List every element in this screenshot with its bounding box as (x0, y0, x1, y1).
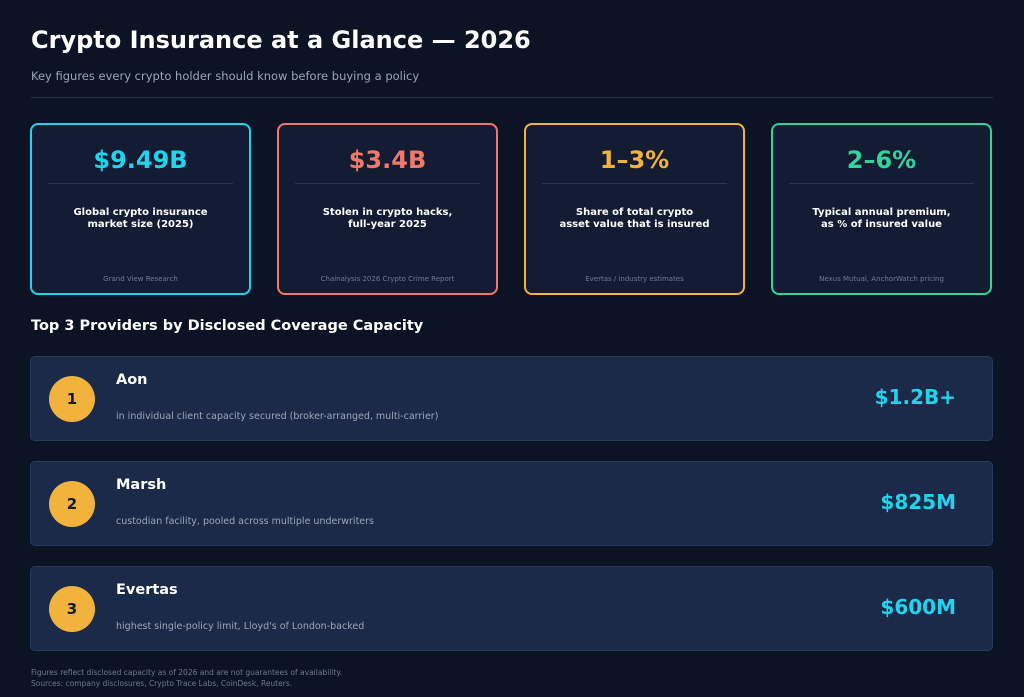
stat-value: 1–3% (599, 146, 670, 174)
provider-description: in individual client capacity secured (b… (116, 411, 439, 422)
provider-name: Evertas (116, 582, 178, 598)
stat-divider (48, 183, 233, 184)
stat-label: Share of total crypto asset value that i… (559, 207, 710, 230)
footnote-disclaimer: Figures reflect disclosed capacity as of… (31, 668, 343, 677)
stat-value: $3.4B (348, 146, 427, 174)
provider-amount: $1.2B+ (874, 385, 956, 409)
provider-description: custodian facility, pooled across multip… (116, 516, 374, 527)
stat-card-insured-share: 1–3% Share of total crypto asset value t… (524, 123, 745, 295)
footnote: Figures reflect disclosed capacity as of… (31, 667, 342, 689)
providers-heading: Top 3 Providers by Disclosed Coverage Ca… (31, 318, 424, 334)
stat-label: Stolen in crypto hacks, full-year 2025 (322, 207, 453, 230)
footnote-sources: Sources: company disclosures, Crypto Tra… (31, 679, 293, 688)
stat-source: Evertas / industry estimates (585, 275, 684, 283)
stat-source: Grand View Research (103, 275, 178, 283)
provider-card-marsh: 2 Marsh custodian facility, pooled acros… (30, 461, 993, 546)
provider-name: Marsh (116, 477, 167, 493)
stat-divider (295, 183, 480, 184)
provider-amount: $825M (880, 490, 956, 514)
provider-card-aon: 1 Aon in individual client capacity secu… (30, 356, 993, 441)
provider-description: highest single-policy limit, Lloyd's of … (116, 621, 365, 632)
stat-card-premium: 2–6% Typical annual premium, as % of ins… (771, 123, 992, 295)
stat-label: Typical annual premium, as % of insured … (812, 207, 951, 230)
stat-divider (789, 183, 974, 184)
stat-source: Chainalysis 2026 Crypto Crime Report (320, 275, 455, 283)
stat-card-hacks: $3.4B Stolen in crypto hacks, full-year … (277, 123, 498, 295)
page-subtitle: Key figures every crypto holder should k… (31, 69, 420, 83)
provider-card-evertas: 3 Evertas highest single-policy limit, L… (30, 566, 993, 651)
rank-badge: 2 (49, 481, 95, 527)
stat-label: Global crypto insurance market size (202… (73, 207, 208, 230)
provider-name: Aon (116, 372, 148, 388)
provider-amount: $600M (880, 595, 956, 619)
page-title: Crypto Insurance at a Glance — 2026 (31, 26, 531, 54)
stat-value: $9.49B (93, 146, 188, 174)
rank-badge: 3 (49, 586, 95, 632)
rank-badge: 1 (49, 376, 95, 422)
stat-divider (542, 183, 727, 184)
stat-source: Nexus Mutual, AnchorWatch pricing (819, 275, 944, 283)
header-divider (31, 97, 993, 98)
stat-value: 2–6% (846, 146, 917, 174)
stat-card-market-size: $9.49B Global crypto insurance market si… (30, 123, 251, 295)
